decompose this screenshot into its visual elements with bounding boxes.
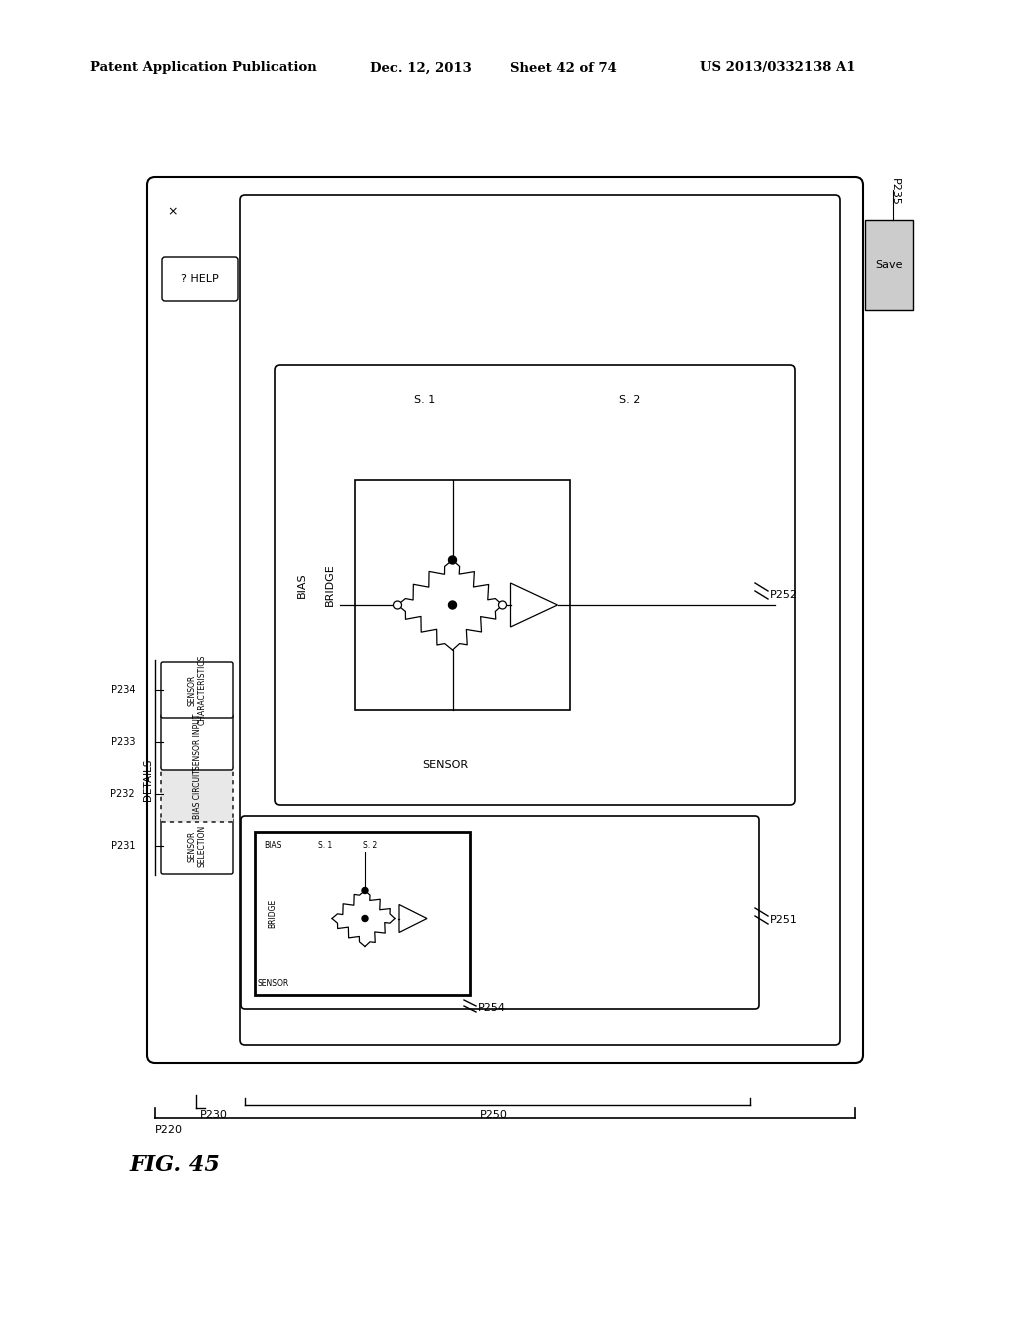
Text: P230: P230 [200,1110,228,1119]
FancyBboxPatch shape [161,818,233,874]
Text: P234: P234 [111,685,135,696]
Text: P251: P251 [770,915,798,925]
Text: S. 1: S. 1 [415,395,435,405]
Text: P220: P220 [155,1125,183,1135]
Text: S. 2: S. 2 [362,842,377,850]
Text: FIG. 45: FIG. 45 [130,1154,221,1176]
FancyBboxPatch shape [147,177,863,1063]
Text: BRIDGE: BRIDGE [268,899,278,928]
Circle shape [362,887,368,894]
Text: BIAS CIRCUIT: BIAS CIRCUIT [193,770,202,818]
Circle shape [449,556,457,564]
FancyBboxPatch shape [162,257,238,301]
Text: BIAS: BIAS [297,572,307,598]
Text: Save: Save [876,260,903,271]
FancyBboxPatch shape [275,366,795,805]
Text: Patent Application Publication: Patent Application Publication [90,62,316,74]
Text: Sheet 42 of 74: Sheet 42 of 74 [510,62,616,74]
FancyBboxPatch shape [161,766,233,822]
FancyBboxPatch shape [161,714,233,770]
Bar [255,832,470,995]
Circle shape [449,601,457,609]
Text: P233: P233 [111,737,135,747]
Text: Dec. 12, 2013: Dec. 12, 2013 [370,62,472,74]
Text: DETAILS: DETAILS [143,759,153,801]
Text: US 2013/0332138 A1: US 2013/0332138 A1 [700,62,855,74]
Text: SENSOR: SENSOR [422,760,468,770]
Text: P231: P231 [111,841,135,851]
Circle shape [393,601,401,609]
Text: BIAS: BIAS [264,842,282,850]
Bar [865,220,913,310]
Text: SENSOR
SELECTION: SENSOR SELECTION [187,825,207,867]
Text: S. 2: S. 2 [620,395,641,405]
Text: P254: P254 [478,1003,506,1012]
Text: SENSOR INPUT: SENSOR INPUT [193,714,202,770]
Bar [355,480,570,710]
Circle shape [450,602,456,609]
Text: ×: × [167,205,177,218]
Text: BRIDGE: BRIDGE [325,564,335,606]
Text: P250: P250 [480,1110,508,1119]
FancyBboxPatch shape [241,816,759,1008]
Text: P235: P235 [890,178,900,206]
Text: P232: P232 [111,789,135,799]
Text: SENSOR
CHARACTERISTICS: SENSOR CHARACTERISTICS [187,655,207,725]
Text: S. 1: S. 1 [317,842,332,850]
Text: P252: P252 [770,590,798,601]
Circle shape [499,601,507,609]
FancyBboxPatch shape [161,663,233,718]
FancyBboxPatch shape [240,195,840,1045]
Text: SENSOR: SENSOR [257,978,289,987]
Circle shape [362,916,368,921]
Text: ? HELP: ? HELP [181,275,219,284]
